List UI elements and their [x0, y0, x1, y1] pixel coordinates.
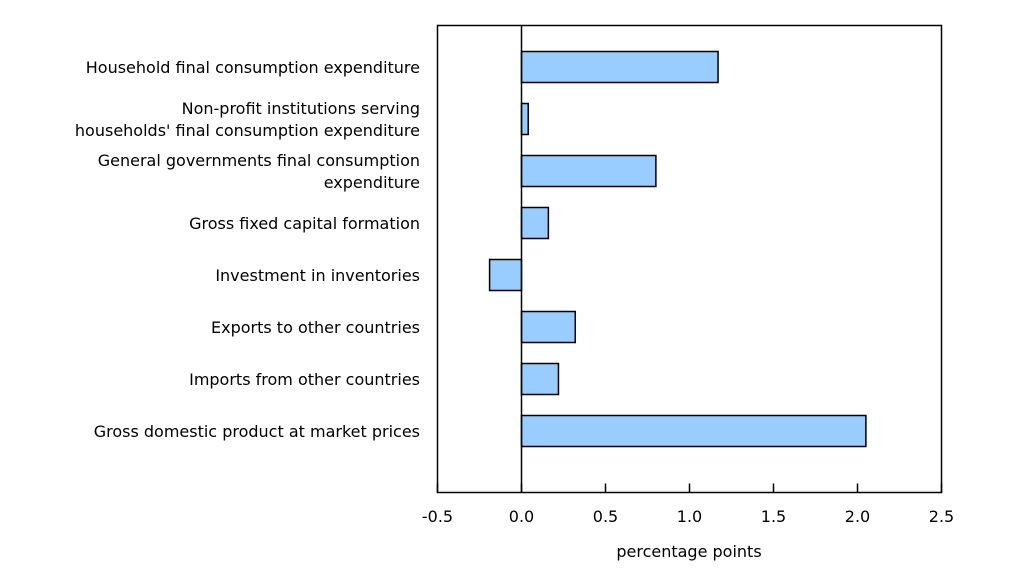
x-tick-label: 0.0 — [509, 507, 534, 526]
category-label: Gross domestic product at market prices — [94, 422, 420, 441]
x-tick-label: 1.5 — [761, 507, 786, 526]
bar — [520, 362, 560, 396]
x-tick-label: 2.0 — [845, 507, 870, 526]
category-label: Imports from other countries — [189, 370, 420, 389]
bar — [520, 310, 577, 344]
bar — [520, 154, 657, 188]
x-tick-label: 0.5 — [593, 507, 618, 526]
category-label: Non-profit institutions serving household… — [75, 99, 420, 140]
x-tick-label: 2.5 — [929, 507, 954, 526]
bar — [520, 206, 550, 240]
category-label: Exports to other countries — [211, 318, 420, 337]
bar — [520, 102, 529, 136]
bar — [520, 414, 867, 448]
x-tick-label: 1.0 — [677, 507, 702, 526]
bar — [520, 50, 719, 84]
category-label: General governments final consumption exp… — [98, 151, 420, 192]
category-label: Household final consumption expenditure — [86, 58, 420, 77]
bar — [488, 258, 523, 292]
x-axis-label: percentage points — [616, 542, 761, 561]
category-label: Investment in inventories — [215, 266, 420, 285]
x-tick-label: -0.5 — [422, 507, 453, 526]
category-label: Gross fixed capital formation — [189, 214, 420, 233]
